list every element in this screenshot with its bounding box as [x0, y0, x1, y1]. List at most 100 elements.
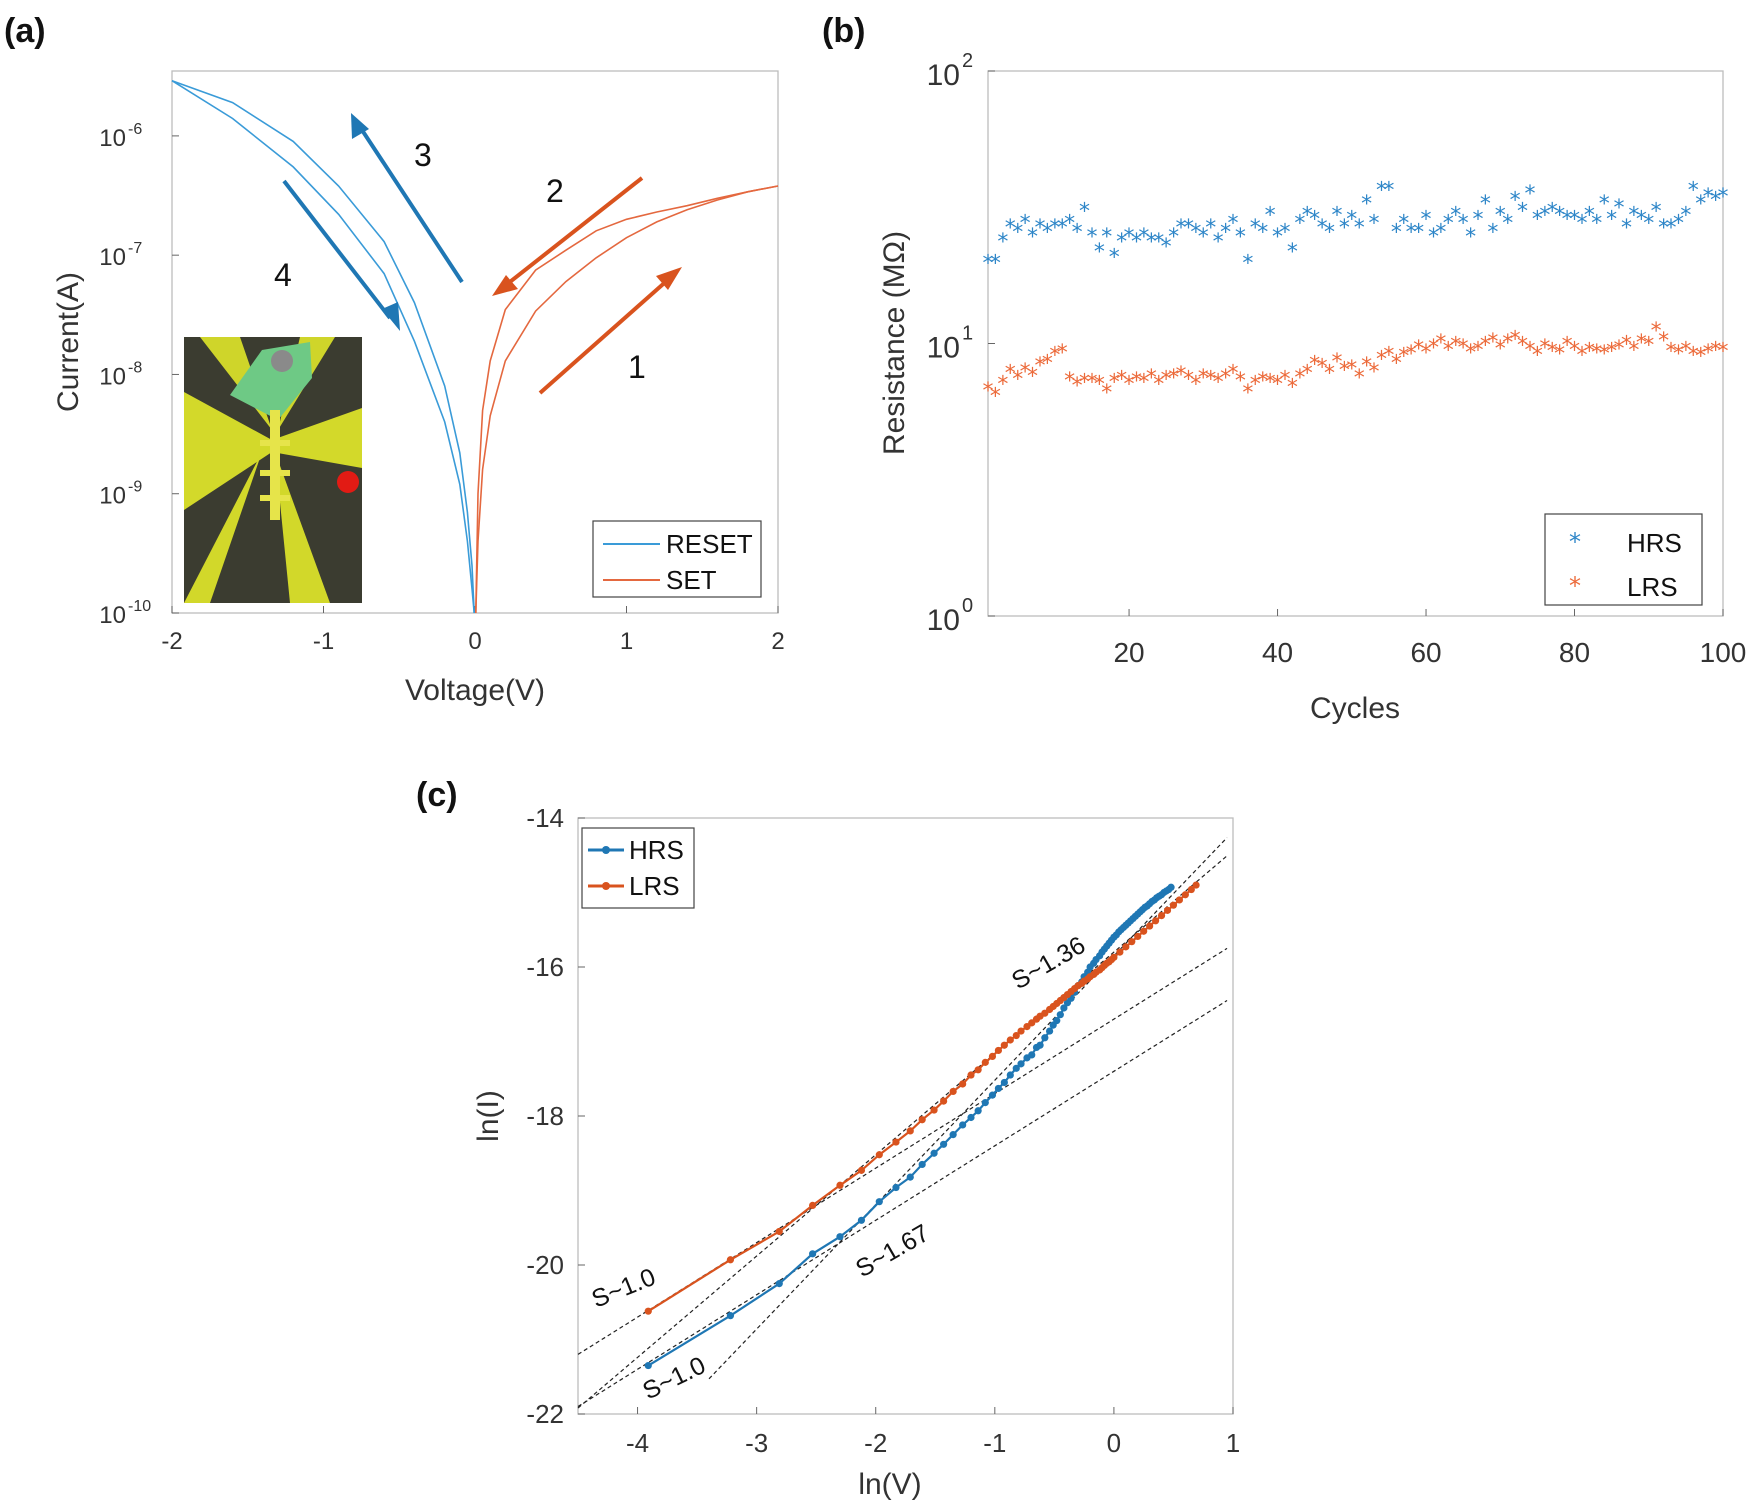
- point-lrs: [1110, 953, 1118, 961]
- point-lrs: *: [1168, 366, 1179, 391]
- chart-c-ytick-label: -16: [526, 952, 564, 982]
- point-hrs: *: [1688, 179, 1699, 204]
- point-lrs: [1151, 917, 1160, 925]
- point-hrs: *: [1376, 179, 1387, 204]
- point-hrs: *: [1703, 185, 1714, 210]
- arrow-4: [282, 179, 392, 320]
- point-hrs: *: [1435, 220, 1446, 245]
- arrow-3: [358, 125, 464, 284]
- point-lrs: *: [1643, 334, 1654, 359]
- point-lrs: *: [1680, 338, 1691, 363]
- point-hrs: *: [1309, 207, 1320, 232]
- point-lrs: *: [1146, 366, 1157, 391]
- point-hrs: *: [1487, 220, 1498, 245]
- point-lrs: *: [1057, 341, 1068, 366]
- point-lrs: *: [1005, 361, 1016, 386]
- device-micrograph-inset: [184, 337, 362, 603]
- point-lrs: *: [1614, 337, 1625, 362]
- svg-text:*: *: [1569, 572, 1581, 600]
- point-hrs: *: [1094, 240, 1105, 265]
- fit-line: [577, 855, 1228, 1409]
- point-lrs: [918, 1116, 926, 1124]
- point-lrs: *: [1383, 343, 1394, 368]
- point-hrs: [1017, 1060, 1025, 1068]
- point-hrs: [644, 1361, 652, 1370]
- chart-b-ytick-label: 10: [927, 604, 960, 637]
- point-lrs: *: [1317, 356, 1328, 381]
- point-hrs: *: [1458, 212, 1469, 237]
- chart-a-ytick-label: 10: [99, 602, 126, 629]
- point-hrs: *: [1554, 203, 1565, 228]
- point-hrs: *: [1138, 225, 1149, 250]
- legend-hrs-b: HRS: [1627, 528, 1682, 558]
- chart-a-xtick-label: -2: [161, 628, 182, 655]
- point-hrs: *: [1524, 182, 1535, 207]
- point-lrs: *: [1034, 354, 1045, 379]
- point-hrs: *: [1339, 216, 1350, 241]
- point-lrs: *: [1391, 351, 1402, 376]
- legend-lrs-c: LRS: [629, 871, 680, 901]
- probe-contact-gray: [271, 350, 293, 372]
- chart-a-legend: RESET SET: [592, 520, 762, 598]
- point-lrs: *: [1606, 340, 1617, 365]
- chart-a-ytick-label: 10: [99, 483, 126, 510]
- point-hrs: [875, 1198, 883, 1206]
- point-hrs: [959, 1121, 967, 1129]
- point-hrs: [1167, 883, 1175, 891]
- point-lrs: *: [1428, 336, 1439, 361]
- point-lrs: *: [1198, 366, 1209, 391]
- point-hrs: [1006, 1071, 1014, 1079]
- chart-c-xtick-label: 0: [1107, 1428, 1121, 1458]
- point-lrs: *: [1272, 372, 1283, 397]
- point-lrs: *: [1302, 361, 1313, 386]
- point-hrs: *: [1591, 212, 1602, 237]
- slope-label-lrs-low: S~1.0: [588, 1263, 660, 1314]
- chart-b-ytick-label: 10: [927, 59, 960, 92]
- point-lrs: *: [1346, 357, 1357, 382]
- point-lrs: *: [1101, 381, 1112, 406]
- point-lrs: [809, 1201, 817, 1209]
- point-hrs: *: [1517, 200, 1528, 225]
- chart-b-xtick-label: 80: [1559, 637, 1590, 668]
- point-hrs: *: [1718, 185, 1729, 210]
- arrow-1: [538, 276, 672, 395]
- point-hrs: [918, 1160, 926, 1169]
- point-hrs: [1041, 1034, 1049, 1042]
- point-hrs: *: [1116, 230, 1127, 255]
- point-lrs: *: [1190, 372, 1201, 397]
- point-lrs: [959, 1080, 967, 1088]
- point-hrs: *: [1346, 207, 1357, 232]
- point-lrs: [1169, 901, 1178, 909]
- point-lrs: [775, 1227, 783, 1236]
- point-lrs: [1128, 938, 1136, 946]
- legend-set: SET: [666, 565, 717, 595]
- point-lrs: *: [1228, 361, 1239, 386]
- point-hrs: *: [1250, 216, 1261, 241]
- point-lrs: [836, 1181, 844, 1189]
- chart-c: -4 -3 -2 -1 0 1-22-20-18-16-14 HRS LRS S~1.0 …: [472, 803, 1240, 1501]
- point-hrs: *: [983, 251, 994, 276]
- chart-b-ytick-exp: 1: [962, 323, 973, 345]
- chart-c-xtick-label: -3: [745, 1428, 768, 1458]
- point-hrs: *: [1421, 207, 1432, 232]
- point-lrs: *: [1517, 334, 1528, 359]
- point-hrs: [1046, 1027, 1054, 1035]
- point-lrs: *: [1257, 369, 1268, 394]
- point-hrs: *: [1480, 192, 1491, 217]
- point-lrs: *: [1339, 358, 1350, 383]
- arrow-label-1: 1: [628, 349, 646, 385]
- chart-a-xtick-label: 0: [468, 628, 481, 655]
- point-lrs: *: [1086, 371, 1097, 396]
- point-hrs: *: [1213, 230, 1224, 255]
- point-lrs: *: [1324, 361, 1335, 386]
- point-lrs: *: [1703, 341, 1714, 366]
- point-hrs: *: [997, 230, 1008, 255]
- point-hrs: *: [1294, 212, 1305, 237]
- point-lrs: [930, 1106, 938, 1114]
- point-lrs: [974, 1066, 982, 1074]
- point-lrs: [988, 1052, 997, 1060]
- point-lrs: [1175, 896, 1184, 904]
- point-hrs: [940, 1140, 948, 1148]
- point-lrs: *: [1361, 354, 1372, 379]
- point-hrs: *: [1666, 216, 1677, 241]
